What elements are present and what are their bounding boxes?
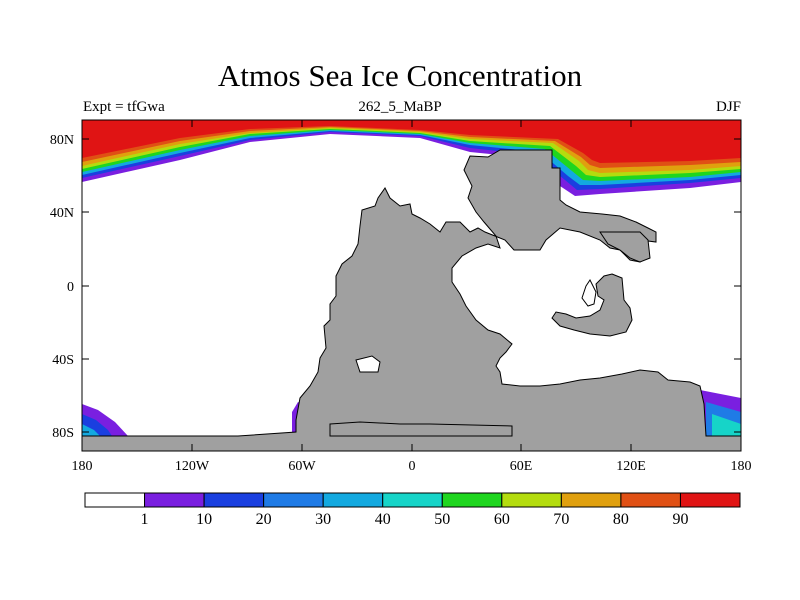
colorbar-label: 60 — [494, 511, 510, 528]
experiment-label: Expt = tfGwa — [83, 99, 165, 115]
southern-coast — [329, 421, 513, 437]
colorbar-label: 50 — [434, 511, 450, 528]
lon-label-60e: 60E — [510, 459, 533, 474]
colorbar-label: 1 — [141, 511, 149, 528]
lon-label-120w: 120W — [175, 459, 210, 474]
lat-label-40n: 40N — [50, 206, 74, 221]
map-plot-area — [82, 120, 741, 451]
lon-label-180e: 180 — [731, 459, 752, 474]
colorbar-label: 80 — [613, 511, 629, 528]
colorbar-swatch — [560, 492, 622, 508]
east-arm-land — [599, 231, 651, 263]
colorbar-label: 70 — [553, 511, 569, 528]
colorbar-swatch — [263, 492, 324, 508]
lat-label-40s: 40S — [52, 353, 74, 368]
colorbar-swatch — [501, 492, 562, 508]
inland-seas — [355, 279, 597, 373]
arctic-sea-ice — [82, 120, 741, 196]
lon-label-120e: 120E — [616, 459, 646, 474]
colorbar-swatch — [322, 492, 384, 508]
colorbar-label: 30 — [315, 511, 331, 528]
lat-label-0: 0 — [67, 280, 74, 295]
map-title: Atmos Sea Ice Concentration — [217, 58, 583, 93]
colorbar-label: 90 — [672, 511, 688, 528]
colorbar-swatch — [84, 492, 146, 508]
period-label: 262_5_MaBP — [358, 99, 442, 115]
pangea-east-peninsula — [551, 273, 633, 337]
colorbar-label: 10 — [196, 511, 212, 528]
colorbar-label: 40 — [375, 511, 391, 528]
lon-label-0: 0 — [409, 459, 416, 474]
colorbar-label: 20 — [256, 511, 272, 528]
colorbar-swatch — [620, 492, 681, 508]
lon-label-180w: 180 — [72, 459, 93, 474]
colorbar-swatch — [144, 492, 205, 508]
lon-label-60w: 60W — [288, 459, 316, 474]
lat-label-80s: 80S — [52, 426, 74, 441]
land-masses — [82, 149, 741, 451]
pangea-continent — [82, 149, 741, 451]
colorbar: 1 10 20 30 40 50 60 70 80 90 — [84, 492, 741, 528]
lat-label-80n: 80N — [50, 133, 74, 148]
colorbar-swatch — [203, 492, 265, 508]
axis-ticks — [81, 120, 742, 451]
colorbar-swatch — [679, 492, 741, 508]
colorbar-swatch — [382, 492, 443, 508]
colorbar-swatch — [441, 492, 503, 508]
season-label: DJF — [715, 99, 741, 115]
